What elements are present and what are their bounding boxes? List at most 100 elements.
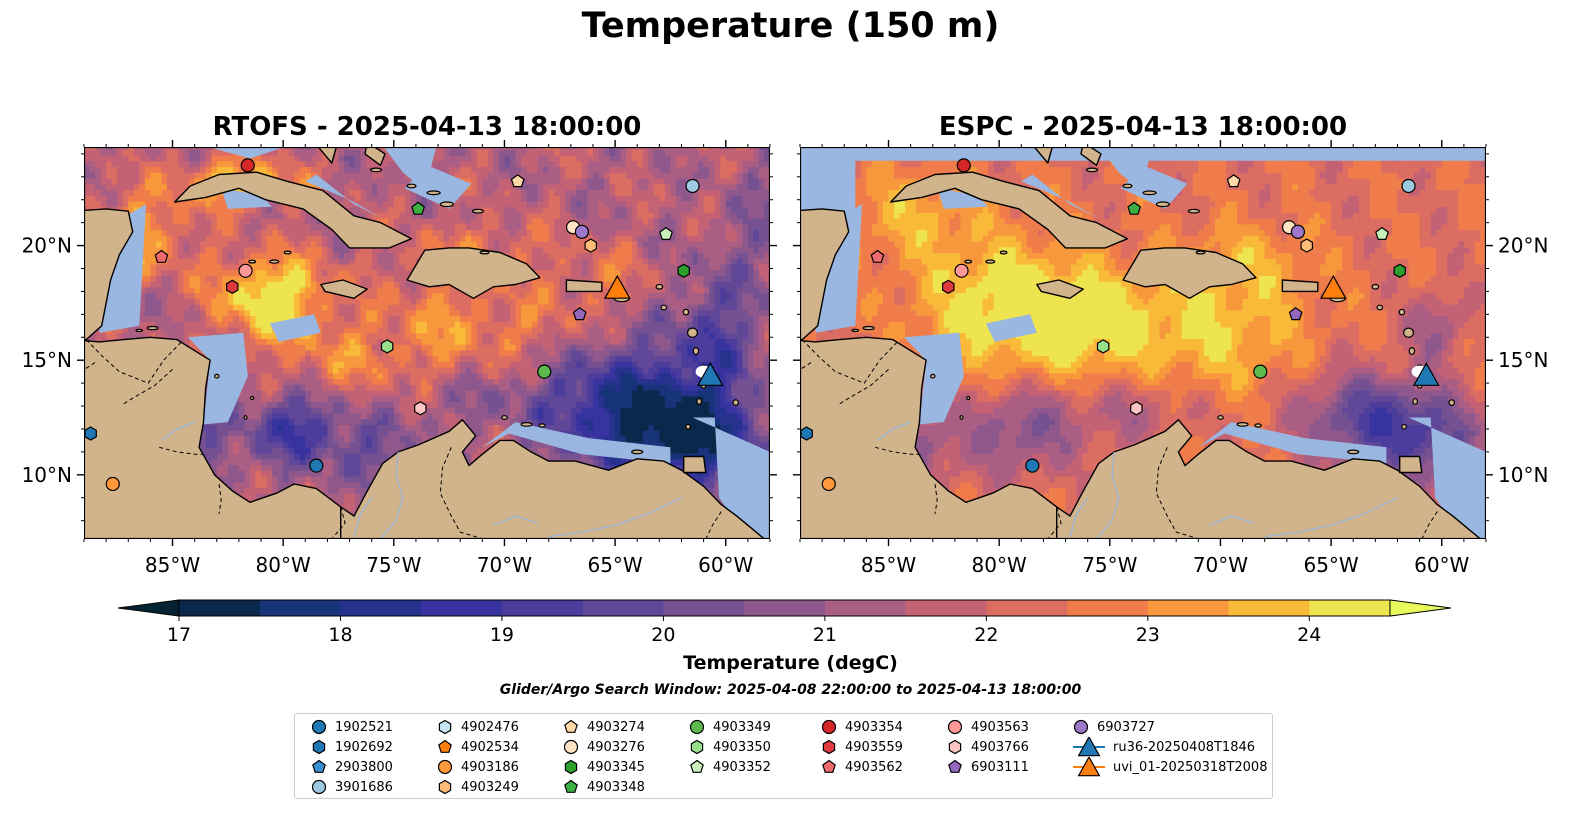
glider-marker-uvi_01-20250318T2008 <box>1319 274 1347 299</box>
legend-item-4902476: 4902476 <box>435 717 519 737</box>
legend-item-1902521: 1902521 <box>309 717 393 737</box>
legend-label: 4903766 <box>971 739 1029 755</box>
legend-marker-icon <box>690 739 704 755</box>
float-marker-4903352 <box>1375 226 1389 241</box>
legend-marker-icon <box>311 779 327 795</box>
legend-item-ru36-20250408T1846: ru36-20250408T1846 <box>1071 737 1255 757</box>
lat-tick-label: 20°N <box>22 234 72 258</box>
legend-marker-icon <box>1073 757 1105 777</box>
espc-panel-title: ESPC - 2025-04-13 18:00:00 <box>938 112 1348 142</box>
legend-label: 4903276 <box>587 739 645 755</box>
float-marker-6903111 <box>1288 307 1303 321</box>
float-marker-4903766 <box>414 401 427 416</box>
lon-tick-label: 65°W <box>1303 553 1358 577</box>
legend-item-4903563: 4903563 <box>945 717 1029 737</box>
legend-item-4903274: 4903274 <box>561 717 645 737</box>
colorbar-tick-label: 17 <box>167 624 191 646</box>
float-marker-1902521 <box>309 458 324 473</box>
colorbar-level <box>501 600 584 616</box>
float-marker-4903274 <box>510 174 525 188</box>
float-marker-4903354 <box>240 158 255 173</box>
legend-label: 4903563 <box>971 719 1029 735</box>
lon-tick-label: 70°W <box>1193 553 1248 577</box>
legend-label: 4903354 <box>845 719 903 735</box>
float-marker-4903274 <box>1226 174 1241 188</box>
legend-item-1902692: 1902692 <box>309 737 393 757</box>
legend-label: 3901686 <box>335 779 393 795</box>
float-marker-4903348 <box>1127 201 1142 215</box>
lat-tick-label: 15°N <box>1498 348 1548 372</box>
colorbar-level <box>582 600 664 616</box>
float-marker-4903345 <box>1393 263 1406 278</box>
colorbar-level <box>179 600 261 616</box>
legend-marker-icon <box>438 719 452 735</box>
colorbar-level <box>1067 600 1149 616</box>
float-marker-3901686 <box>685 178 700 194</box>
legend-marker-icon <box>564 779 578 793</box>
float-marker-6903727 <box>574 224 590 239</box>
legend-label: 4903350 <box>713 739 771 755</box>
legend-label: 4903562 <box>845 759 903 775</box>
legend-marker-icon <box>438 779 452 795</box>
legend-label: uvi_01-20250318T2008 <box>1113 759 1268 775</box>
lat-tick-label: 10°N <box>22 463 72 487</box>
legend-item-4903766: 4903766 <box>945 737 1029 757</box>
colorbar-tick-label: 23 <box>1136 624 1160 646</box>
colorbar-level <box>986 600 1068 616</box>
colorbar-tick-label: 19 <box>490 624 514 646</box>
figure-title: Temperature (150 m) <box>581 6 1000 46</box>
espc-temperature-map <box>800 147 1486 539</box>
legend-label: 4903274 <box>587 719 645 735</box>
glider-marker-uvi_01-20250318T2008 <box>603 274 631 299</box>
colorbar-extend-low <box>117 599 180 617</box>
legend-label: 4903349 <box>713 719 771 735</box>
float-marker-4903186 <box>105 476 120 492</box>
legend-item-4903345: 4903345 <box>561 757 645 777</box>
legend-marker-icon <box>312 739 326 755</box>
colorbar-tick-label: 22 <box>974 624 998 646</box>
lon-tick-label: 85°W <box>861 553 916 577</box>
legend-marker-icon <box>948 739 962 755</box>
lon-tick-label: 60°W <box>1414 553 1469 577</box>
search-window-note: Glider/Argo Search Window: 2025-04-08 22… <box>499 682 1082 698</box>
legend-label: 4903559 <box>845 739 903 755</box>
legend-marker-icon <box>689 719 705 735</box>
float-marker-4903766 <box>1130 401 1143 416</box>
legend-label: 6903111 <box>971 759 1029 775</box>
legend-label: 2903800 <box>335 759 393 775</box>
legend-item-4903352: 4903352 <box>687 757 771 777</box>
colorbar-level <box>1228 600 1310 616</box>
float-marker-4903345 <box>677 263 690 278</box>
float-marker-4903562 <box>154 249 169 263</box>
legend-label: 6903727 <box>1097 719 1155 735</box>
legend-label: 4903345 <box>587 759 645 775</box>
colorbar-level <box>340 600 422 616</box>
legend-label: 1902692 <box>335 739 393 755</box>
legend-marker-icon <box>821 719 837 735</box>
float-marker-4903249 <box>1300 238 1314 253</box>
legend-item-4903349: 4903349 <box>687 717 771 737</box>
legend-label: 4902534 <box>461 739 519 755</box>
land <box>84 147 766 539</box>
legend-item-6903727: 6903727 <box>1071 717 1155 737</box>
legend-item-uvi_01-20250318T2008: uvi_01-20250318T2008 <box>1071 757 1267 777</box>
legend-marker-icon <box>438 739 452 753</box>
float-marker-4903249 <box>584 238 598 253</box>
float-marker-4903352 <box>659 226 673 241</box>
float-marker-4903559 <box>942 279 955 294</box>
float-marker-4903563 <box>238 263 253 278</box>
legend-item-2903800: 2903800 <box>309 757 393 777</box>
legend-item-4903249: 4903249 <box>435 777 519 797</box>
colorbar-tick-label: 24 <box>1297 624 1321 646</box>
legend-item-4903276: 4903276 <box>561 737 645 757</box>
legend-item-4903186: 4903186 <box>435 757 519 777</box>
lon-tick-label: 85°W <box>145 553 200 577</box>
float-marker-4903354 <box>956 158 971 173</box>
legend-item-4903562: 4903562 <box>819 757 903 777</box>
temperature-colorbar: 17 18 19 20 21 22 23 24 <box>117 599 1452 646</box>
colorbar-level <box>259 600 341 616</box>
legend-item-4903354: 4903354 <box>819 717 903 737</box>
float-marker-4903559 <box>226 279 239 294</box>
lat-tick-label: 20°N <box>1498 234 1548 258</box>
legend-label: 4903186 <box>461 759 519 775</box>
